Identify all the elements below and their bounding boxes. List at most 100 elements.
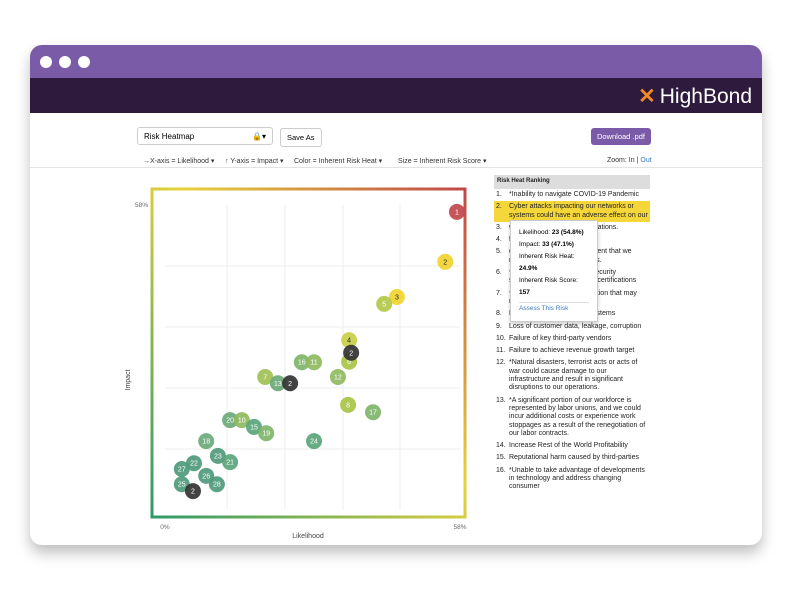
bubble-label: 2 [191,489,195,496]
bubble-label: 16 [298,360,306,367]
ranking-item[interactable]: 1. *Inability to navigate COVID-19 Pandem… [494,189,650,201]
bubble-mark [269,375,286,392]
ranking-item[interactable]: 14. Increase Rest of the World Profitabil… [494,440,650,452]
item-number: 16. [496,466,506,474]
bubble-label: 2 [288,381,292,388]
select-text: Risk Heatmap [144,132,195,141]
bubble: 2 [343,344,360,361]
zoom-out[interactable]: Out [640,157,652,164]
bubble-mark [365,404,382,421]
save-button[interactable]: Save As [280,128,322,147]
bubble-label: 22 [190,461,198,468]
bubble: 28 [208,476,225,493]
ranking-item[interactable]: 2. Cyber attacks impacting our networks o… [494,201,650,222]
tooltip: Likelihood: 23 (54.8%) Impact: 33 (47.1%)… [510,220,598,322]
item-number: 4. [496,236,502,244]
item-text: Failure to achieve revenue growth target [509,347,635,355]
bubble: 8 [340,396,357,413]
bubble: 5 [376,295,393,312]
item-number: 1. [496,191,502,198]
item-text: Loss of customer data, leakage, corrupti… [509,322,642,330]
bubble-label: 18 [202,439,210,446]
bubble-mark [376,295,393,312]
item-number: 2. [496,203,502,211]
window-dot [78,56,90,68]
bubble-mark [185,455,202,472]
bubble-label: 12 [334,374,342,381]
bubble-mark [340,396,357,413]
ranking-title: Risk Heat Ranking [494,175,650,189]
tooltip-value: 23 (54.8%) [551,229,584,236]
bubble-label: 21 [226,460,234,467]
x-axis-option[interactable]: →X-axis = Likelihood ▾ [143,158,215,165]
color-option[interactable]: Color = Inherent Risk Heat ▾ [294,158,383,165]
bubble: 2 [437,253,454,270]
bubble-mark [246,418,263,435]
bubble-mark [257,368,274,385]
bubble-label: 19 [262,431,270,438]
bubble: 23 [209,447,226,464]
ranking-item[interactable]: 12. *Natural disasters, terrorist acts or… [494,357,650,394]
download-button[interactable]: Download .pdf [591,128,651,145]
bubble-mark [209,447,226,464]
x-tick-label: 0% [160,524,170,531]
bubble-mark [198,467,215,484]
bubble-mark [233,412,250,429]
bubble-mark [341,332,358,349]
tooltip-row: Inherent Risk Heat: 24.9% [519,251,589,275]
bubble: 10 [233,412,250,429]
app-header: ✕ HighBond [30,78,762,113]
y-tick-label: 58% [135,202,148,209]
bubble-mark [222,412,239,429]
view-select[interactable]: Risk Heatmap 🔒▾ [137,127,273,145]
ranking-item[interactable]: 13. *A significant portion of our workfor… [494,395,650,440]
bubble-mark [282,375,299,392]
bubble-label: 15 [250,424,258,431]
bubble-label: 25 [178,482,186,489]
ranking-item[interactable]: 16. *Unable to take advantage of developm… [494,465,650,494]
bubble-label: 2 [443,259,447,266]
bubble-label: 1 [455,209,459,216]
y-axis-option[interactable]: ↑ Y-axis = Impact ▾ [225,158,284,165]
bubble-label: 27 [178,466,186,473]
zoom-in[interactable]: In [628,157,635,164]
x-tick-label: 58% [453,524,466,531]
item-text: Increase Rest of the World Profitability [509,442,628,450]
bubble: 21 [222,454,239,471]
ranking-item[interactable]: 10. Failure of key third-party vendors [494,333,650,345]
window-dot [40,56,52,68]
bubble-label: 20 [226,418,234,425]
bubble-label: 3 [395,295,399,302]
bubble: 2 [184,483,201,500]
bubble-mark [329,368,346,385]
heat-frame [150,187,467,519]
item-number: 15. [496,454,506,462]
bubble-mark [448,203,465,220]
bubble: 11 [306,354,323,371]
assess-link[interactable]: Assess This Risk [519,305,569,312]
bubble: 26 [198,467,215,484]
tooltip-row: Inherent Risk Score: 157 [519,275,589,299]
item-number: 3. [496,223,502,231]
size-option[interactable]: Size = Inherent Risk Score ▾ [398,158,487,165]
browser-window: ✕ HighBond Risk Heatmap 🔒▾ Save As Downloa… [30,45,762,545]
bubble: 1 [448,203,465,220]
bubble-mark [258,425,275,442]
bubble-mark [343,344,360,361]
bubble: 20 [222,412,239,429]
bubble-mark [388,289,405,306]
brand-name: HighBond [659,85,752,108]
item-number: 10. [496,334,506,342]
bubble-mark [208,476,225,493]
bubble: 16 [293,354,310,371]
ranking-item[interactable]: 11. Failure to achieve revenue growth tar… [494,345,650,357]
ranking-item[interactable]: 15. Reputational harm caused by third-par… [494,452,650,464]
item-number: 9. [496,322,502,330]
ranking-item[interactable]: 9. Loss of customer data, leakage, corrup… [494,321,650,333]
bubble: 3 [388,289,405,306]
bubble-label: 4 [347,338,351,345]
tooltip-row: Likelihood: 23 (54.8%) [519,227,589,239]
bubble: 27 [173,460,190,477]
item-number: 14. [496,442,506,450]
item-number: 8. [496,310,502,318]
